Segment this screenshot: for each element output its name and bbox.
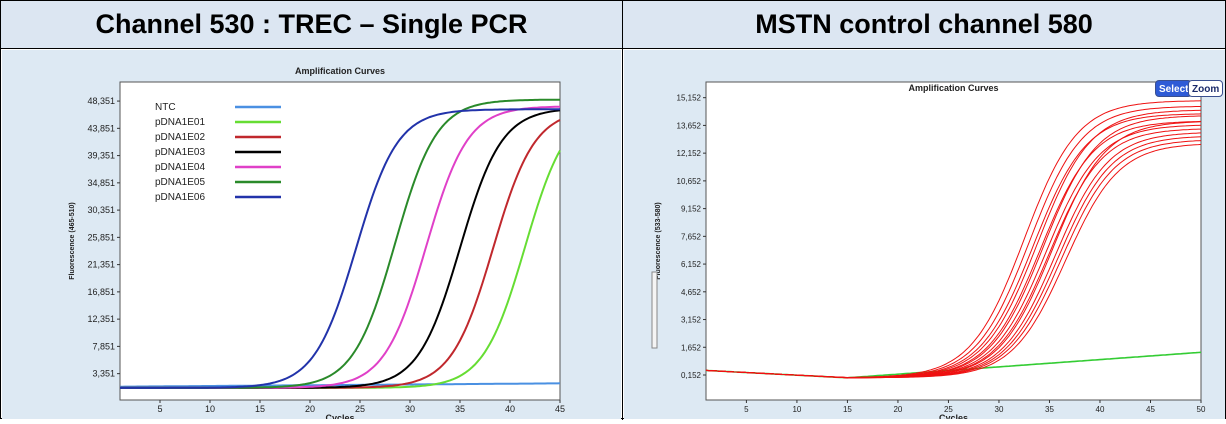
zoom-button[interactable]: Zoom [1188, 80, 1224, 97]
y-tick-label: 39,351 [87, 151, 115, 161]
x-tick-label: 45 [555, 404, 565, 414]
y-tick-label: 13,652 [677, 121, 702, 130]
chart-title: Amplification Curves [908, 83, 998, 93]
y-tick-label: 48,351 [87, 96, 115, 106]
y-tick-label: 12,152 [677, 149, 702, 158]
x-tick-label: 50 [1197, 405, 1206, 414]
y-tick-label: 30,351 [87, 205, 115, 215]
right-header: MSTN control channel 580 [623, 1, 1225, 49]
left-header: Channel 530 : TREC – Single PCR [1, 1, 622, 49]
y-tick-label: 1,652 [681, 343, 702, 352]
y-tick-label: 9,152 [681, 205, 702, 214]
left-chart: Amplification Curves 3,351 7,851 12,351 16,8… [69, 66, 565, 423]
x-tick-label: 40 [1096, 405, 1105, 414]
legend-label: pDNA1E04 [155, 162, 205, 173]
y-tick-label: 21,351 [87, 260, 115, 270]
right-chart-panel: Amplification Curves 0,152 1,652 3,152 4,652… [624, 50, 1225, 423]
y-tick-label: 3,152 [681, 316, 702, 325]
plot-area [705, 81, 1202, 401]
y-tick-label: 3,351 [92, 369, 115, 379]
x-tick-label: 5 [157, 404, 162, 414]
y-tick-label: 25,851 [87, 232, 115, 242]
x-tick-label: 30 [405, 404, 415, 414]
column-divider [622, 1, 623, 420]
legend-label: pDNA1E02 [155, 132, 205, 143]
y-tick-label: 34,851 [87, 178, 115, 188]
x-tick-label: 40 [505, 404, 515, 414]
legend-label: pDNA1E06 [155, 192, 205, 203]
legend-label: pDNA1E03 [155, 147, 205, 158]
y-tick-label: 6,152 [681, 260, 702, 269]
legend-label: pDNA1E05 [155, 177, 205, 188]
y-tick-label: 15,152 [677, 94, 702, 103]
select-button[interactable]: Select [1155, 80, 1193, 97]
y-tick-label: 0,152 [681, 371, 702, 380]
y-tick-label: 4,652 [681, 288, 702, 297]
y-axis-label: Fluorescence (533-580) [655, 202, 662, 279]
x-tick-label: 20 [305, 404, 315, 414]
x-tick-label: 10 [205, 404, 215, 414]
left-chart-panel: Amplification Curves 3,351 7,851 12,351 16,8… [2, 50, 621, 423]
legend-label: NTC [155, 102, 176, 113]
legend-label: pDNA1E01 [155, 117, 205, 128]
y-tick-label: 12,351 [87, 314, 115, 324]
right-chart: Amplification Curves 0,152 1,652 3,152 4,652… [651, 81, 1206, 423]
x-tick-label: 35 [1045, 405, 1054, 414]
vertical-scrollbar [651, 271, 658, 349]
x-tick-label: 10 [792, 405, 801, 414]
y-axis-label: Fluorescence (465-510) [69, 202, 76, 279]
x-axis-label: Cycles [325, 413, 354, 419]
x-axis-label: Cycles [939, 413, 968, 419]
chart-title: Amplification Curves [295, 66, 385, 76]
plot-area [119, 81, 561, 401]
y-tick-label: 7,652 [681, 232, 702, 241]
series-line-ntc [120, 382, 561, 388]
y-tick-label: 10,652 [677, 177, 702, 186]
x-tick-label: 25 [944, 405, 953, 414]
x-tick-label: 5 [744, 405, 749, 414]
x-tick-label: 35 [455, 404, 465, 414]
x-tick-label: 25 [355, 404, 365, 414]
x-tick-label: 15 [255, 404, 265, 414]
y-tick-label: 16,851 [87, 287, 115, 297]
x-tick-label: 15 [843, 405, 852, 414]
series-line-replicate [705, 143, 1202, 379]
series-line-pdna1e06 [120, 108, 560, 389]
y-tick-label: 43,851 [87, 123, 115, 133]
y-tick-label: 7,851 [92, 341, 115, 351]
x-tick-label: 30 [995, 405, 1004, 414]
x-tick-label: 45 [1146, 405, 1155, 414]
x-tick-label: 20 [893, 405, 902, 414]
